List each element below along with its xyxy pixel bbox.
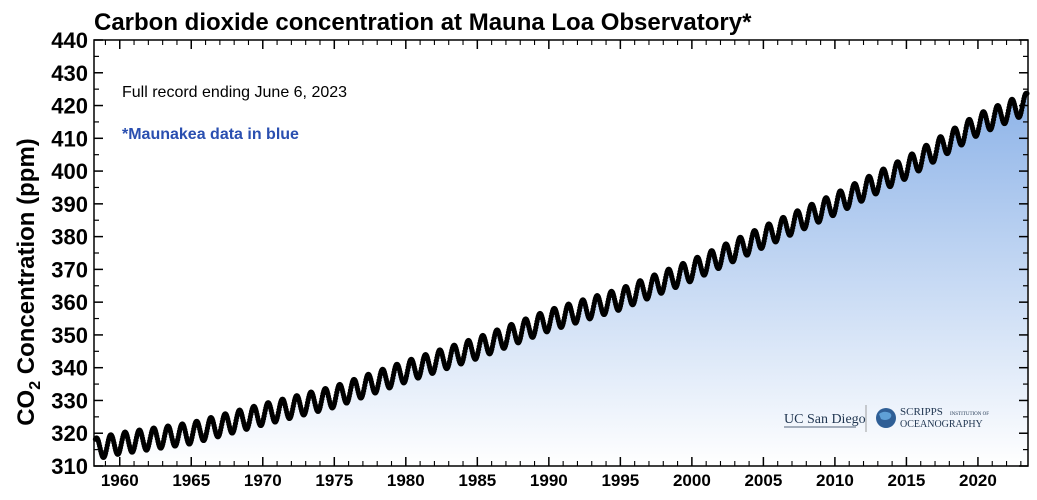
x-tick-label: 1965 bbox=[172, 471, 210, 490]
scripps-logo-line2: OCEANOGRAPHY bbox=[900, 419, 983, 430]
x-tick-label: 1980 bbox=[387, 471, 425, 490]
y-tick-label: 400 bbox=[51, 159, 88, 184]
x-tick-label: 2005 bbox=[744, 471, 782, 490]
scripps-logo-main: SCRIPPS bbox=[900, 406, 943, 418]
x-tick-label: 1990 bbox=[530, 471, 568, 490]
x-tick-label: 1970 bbox=[244, 471, 282, 490]
y-axis-label-subscript: 2 bbox=[27, 381, 44, 390]
y-axis-ticks: 310 320 330 340 350 360 370 380 390 400 410 420 430 4… bbox=[51, 28, 1028, 479]
scripps-logo: SCRIPPS INSTITUTION OF OCEANOGRAPHY bbox=[876, 406, 989, 430]
y-tick-label: 360 bbox=[51, 290, 88, 315]
data-points bbox=[92, 90, 1030, 460]
y-tick-label: 440 bbox=[51, 28, 88, 53]
ucsd-logo: UC San Diego bbox=[784, 412, 866, 428]
y-axis-label-rest: Concentration (ppm) bbox=[13, 138, 40, 381]
y-tick-label: 410 bbox=[51, 126, 88, 151]
scripps-logo-small: INSTITUTION OF bbox=[950, 412, 989, 417]
y-tick-label: 330 bbox=[51, 388, 88, 413]
y-tick-label: 420 bbox=[51, 94, 88, 119]
y-tick-label: 320 bbox=[51, 421, 88, 446]
maunakea-note: *Maunakea data in blue bbox=[122, 126, 299, 143]
y-tick-label: 390 bbox=[51, 192, 88, 217]
y-axis-label: CO2 Concentration (ppm) bbox=[13, 138, 44, 426]
x-tick-label: 1975 bbox=[315, 471, 353, 490]
area-under-curve bbox=[95, 93, 1028, 466]
x-tick-label: 1995 bbox=[601, 471, 639, 490]
ucsd-logo-text: UC San Diego bbox=[784, 412, 866, 427]
x-tick-label: 2000 bbox=[673, 471, 711, 490]
x-tick-label: 2010 bbox=[816, 471, 854, 490]
y-tick-label: 430 bbox=[51, 61, 88, 86]
y-tick-label: 380 bbox=[51, 225, 88, 250]
record-note: Full record ending June 6, 2023 bbox=[122, 84, 347, 101]
svg-text:CO2 Concentration (ppm): CO2 Concentration (ppm) bbox=[13, 138, 44, 426]
x-tick-label: 2020 bbox=[959, 471, 997, 490]
y-tick-label: 370 bbox=[51, 257, 88, 282]
x-tick-label: 1960 bbox=[101, 471, 139, 490]
chart-title: Carbon dioxide concentration at Mauna Lo… bbox=[94, 9, 752, 36]
y-tick-label: 350 bbox=[51, 323, 88, 348]
y-tick-label: 310 bbox=[51, 454, 88, 479]
y-tick-label: 340 bbox=[51, 356, 88, 381]
x-tick-label: 1985 bbox=[458, 471, 496, 490]
x-tick-label: 2015 bbox=[888, 471, 926, 490]
y-axis-label-main: CO bbox=[13, 390, 40, 426]
x-axis-ticks: 1960 1965 1970 1975 1980 1985 1990 1995 2000 2005… bbox=[101, 40, 1022, 490]
